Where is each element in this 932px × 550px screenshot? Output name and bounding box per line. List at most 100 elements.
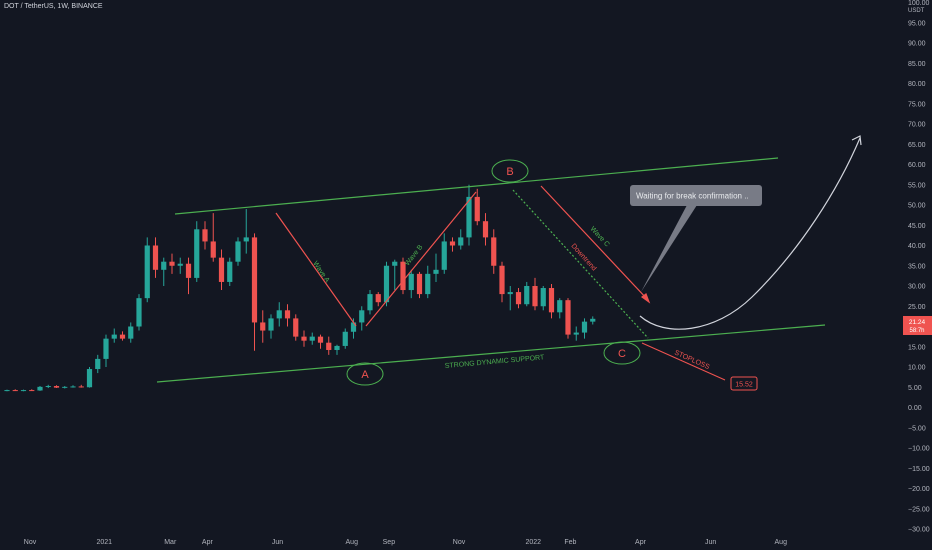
candle-body bbox=[301, 336, 307, 341]
candle-body bbox=[375, 294, 381, 303]
callout-text: Waiting for break confirmation .. bbox=[636, 192, 749, 201]
candle-body bbox=[111, 334, 117, 339]
price-axis[interactable]: 100.00 95.00 90.00 85.00 80.00 75.00 70.00 65.0… bbox=[908, 0, 930, 534]
chart-header-symbol: DOT / TetherUS, 1W, BINANCE bbox=[4, 3, 103, 10]
candle-body bbox=[136, 298, 142, 327]
candle-body bbox=[78, 386, 84, 388]
candle-body bbox=[210, 241, 216, 258]
wave-a-label: Wave A bbox=[311, 260, 330, 284]
candle-body bbox=[350, 322, 357, 332]
candle-body bbox=[515, 292, 522, 305]
candle-body bbox=[441, 241, 447, 270]
candle-body bbox=[326, 342, 332, 350]
time-tick-label: Jun bbox=[272, 539, 283, 546]
time-tick-label: Nov bbox=[24, 539, 37, 546]
price-tick-label: 70.00 bbox=[908, 122, 926, 129]
time-tick-label: 2021 bbox=[96, 539, 112, 546]
channel-upper-line bbox=[174, 157, 779, 215]
time-tick-label: Sep bbox=[383, 539, 396, 546]
wave-c-arrowhead bbox=[640, 293, 651, 304]
candle-body bbox=[383, 265, 390, 303]
wave-c-line bbox=[540, 185, 649, 301]
candle-body bbox=[152, 245, 159, 270]
candle-body bbox=[103, 338, 109, 359]
candle-body bbox=[284, 310, 291, 319]
price-tick-label: 15.00 bbox=[908, 344, 926, 351]
candle-body bbox=[86, 369, 93, 388]
point-b-label: B bbox=[506, 166, 513, 178]
wave-b-label: Wave B bbox=[404, 244, 425, 268]
candle-body bbox=[276, 310, 282, 319]
candle-body bbox=[227, 261, 233, 282]
price-tick-label: 10.00 bbox=[908, 365, 926, 372]
price-tick-label: −15.00 bbox=[908, 466, 930, 473]
candle-body bbox=[29, 390, 35, 392]
candle-body bbox=[466, 196, 472, 238]
candle-body bbox=[392, 261, 398, 266]
price-tick-label: 35.00 bbox=[908, 263, 926, 270]
time-tick-label: Apr bbox=[202, 539, 214, 546]
time-tick-label: Aug bbox=[775, 539, 788, 546]
candle-body bbox=[532, 286, 538, 307]
candle-body bbox=[507, 292, 513, 295]
candle-body bbox=[400, 261, 406, 291]
candle-body bbox=[408, 273, 414, 291]
candle-body bbox=[144, 245, 150, 299]
candle-body bbox=[309, 336, 315, 341]
projection-arrowhead bbox=[851, 135, 862, 146]
price-tick-label: 95.00 bbox=[908, 20, 926, 27]
price-tick-label: 85.00 bbox=[908, 61, 926, 68]
candle-body bbox=[119, 334, 126, 339]
candle-body bbox=[359, 310, 365, 323]
price-tick-label: −5.00 bbox=[908, 425, 926, 432]
candle-body bbox=[491, 237, 497, 266]
candle-body bbox=[37, 386, 43, 391]
candle-body bbox=[45, 386, 51, 388]
candle-body bbox=[482, 221, 489, 238]
axis-currency-label: USDT bbox=[908, 8, 925, 14]
candle-body bbox=[449, 241, 456, 246]
price-tick-label: 40.00 bbox=[908, 243, 926, 250]
candle-body bbox=[548, 288, 555, 313]
price-tick-label: 100.00 bbox=[908, 0, 930, 7]
time-tick-label: Feb bbox=[564, 539, 576, 546]
price-tick-label: 65.00 bbox=[908, 142, 926, 149]
downtrend-line bbox=[512, 189, 649, 339]
candle-body bbox=[425, 273, 431, 295]
wave-b-line bbox=[365, 191, 477, 327]
candle-body bbox=[95, 358, 101, 370]
candle-body bbox=[334, 345, 340, 350]
price-tick-label: 60.00 bbox=[908, 162, 926, 169]
point-c-label: C bbox=[618, 348, 626, 360]
current-price-countdown: 58:7h bbox=[909, 328, 924, 334]
current-price-value: 21.24 bbox=[909, 319, 926, 326]
time-tick-label: Nov bbox=[453, 539, 466, 546]
candle-body bbox=[581, 321, 588, 333]
candle-body bbox=[524, 286, 530, 305]
price-tick-label: −30.00 bbox=[908, 527, 930, 534]
price-tick-label: 45.00 bbox=[908, 223, 926, 230]
candle-body bbox=[218, 257, 225, 282]
stoploss-label: STOPLOSS bbox=[673, 349, 711, 371]
candle-body bbox=[293, 318, 299, 337]
time-axis[interactable]: Nov 2021 Mar Apr Jun Aug Sep Nov 2022 Feb Apr Jun Au… bbox=[24, 539, 787, 546]
candle-body bbox=[573, 332, 579, 335]
time-tick-label: Apr bbox=[635, 539, 647, 546]
candle-body bbox=[169, 261, 175, 266]
price-tick-label: 80.00 bbox=[908, 81, 926, 88]
candle-body bbox=[20, 390, 27, 392]
candle-body bbox=[474, 196, 480, 222]
candle-body bbox=[342, 331, 348, 346]
point-a-label: A bbox=[361, 369, 369, 381]
time-tick-label: 2022 bbox=[525, 539, 541, 546]
candle-body bbox=[4, 390, 10, 392]
callout-pointer bbox=[641, 205, 697, 292]
stoploss-line bbox=[641, 342, 726, 381]
callout-box bbox=[630, 185, 762, 206]
candle-body bbox=[433, 269, 439, 274]
time-tick-label: Aug bbox=[346, 539, 359, 546]
candle-body bbox=[251, 237, 258, 323]
candles-group bbox=[4, 184, 596, 392]
price-tick-label: 5.00 bbox=[908, 385, 922, 392]
